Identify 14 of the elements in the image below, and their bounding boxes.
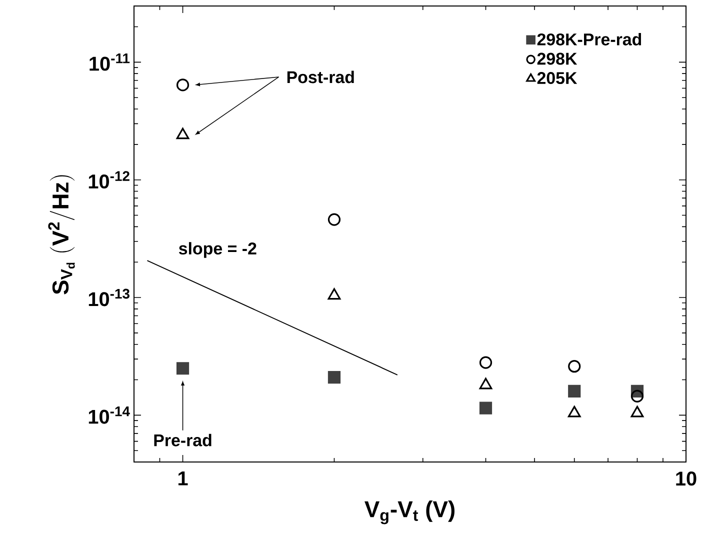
annotation: slope = -2: [178, 242, 256, 258]
annotation: Post-rad: [287, 70, 354, 84]
y-tick-label: 10$^{-11}$: [90, 54, 130, 71]
y-tick-label: 10$^{-14}$: [88, 406, 130, 424]
legend-label: 298K: [537, 52, 578, 65]
y-tick-label: 10$^{-13}$: [88, 288, 130, 306]
x-axis-title: V$_{g}$-V$_{t}$ (V): [364, 500, 454, 524]
legend-label: 298K-Pre-rad: [537, 33, 642, 46]
x-tick-label: 1: [178, 472, 188, 486]
y-tick-label: 10$^{-12}$: [88, 171, 130, 189]
y-axis-title: $\mathbf{S_{V_{d}}\ (V^{2}/Hz)}$: [48, 175, 75, 294]
annotation: Pre-rad: [154, 434, 212, 446]
x-tick-label: 10: [676, 472, 696, 486]
legend-label: 205K: [537, 72, 578, 84]
